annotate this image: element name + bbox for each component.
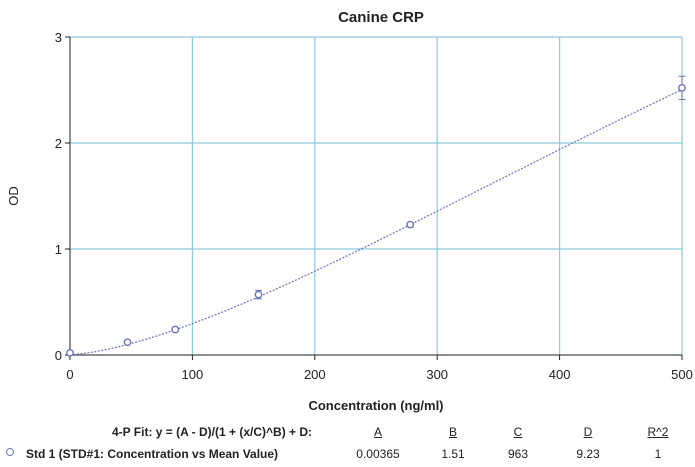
fit-value-a: 0.00365 (356, 447, 400, 461)
fit-equation-label: 4-P Fit: y = (A - D)/(1 + (x/C)^B) + D: (112, 425, 313, 439)
fit-curve-line (69, 89, 683, 356)
x-tick-label: 100 (182, 367, 204, 382)
data-points (66, 75, 686, 357)
x-tick-label: 200 (304, 367, 326, 382)
data-point (123, 338, 132, 347)
data-point (66, 348, 74, 357)
y-tick-label: 0 (55, 348, 62, 363)
grid-lines (70, 36, 683, 355)
fit-value-d: 9.23 (576, 447, 600, 461)
data-point (254, 290, 263, 299)
fit-value-b: 1.51 (441, 447, 465, 461)
fit-value-r2: 1 (654, 447, 662, 461)
x-tick-label: 0 (66, 367, 73, 382)
series-label: Std 1 (STD#1: Concentration vs Mean Valu… (26, 447, 279, 461)
y-tick-label: 2 (55, 136, 62, 151)
chart-title: Canine CRP (338, 9, 424, 26)
fit-value-c: 963 (507, 447, 529, 461)
data-point (171, 325, 180, 334)
chart-labels: 0 100 200 300 400 500 0 1 2 3 Canine CRP Concentrat… (6, 9, 693, 413)
y-tick-label: 1 (55, 242, 62, 257)
fit-col-a-header: A (373, 425, 382, 439)
fit-col-r2-header: R^2 (647, 425, 669, 439)
y-tick-label: 3 (55, 30, 62, 45)
fit-col-d-header: D (583, 425, 593, 439)
x-tick-label: 300 (426, 367, 448, 382)
fit-col-c-header: C (513, 425, 523, 439)
series-marker-icon (6, 448, 14, 456)
data-point (406, 220, 415, 229)
y-axis-label: OD (6, 186, 21, 206)
x-tick-label: 400 (549, 367, 571, 382)
fit-col-b-header: B (448, 425, 457, 439)
axes (65, 36, 683, 360)
x-axis-label: Concentration (ng/ml) (308, 398, 443, 413)
x-tick-label: 500 (671, 367, 693, 382)
fit-curve (69, 89, 683, 356)
chart-svg: 0 100 200 300 400 500 0 1 2 3 Canine CRP Concentrat… (6, 9, 693, 413)
data-point (678, 83, 686, 92)
